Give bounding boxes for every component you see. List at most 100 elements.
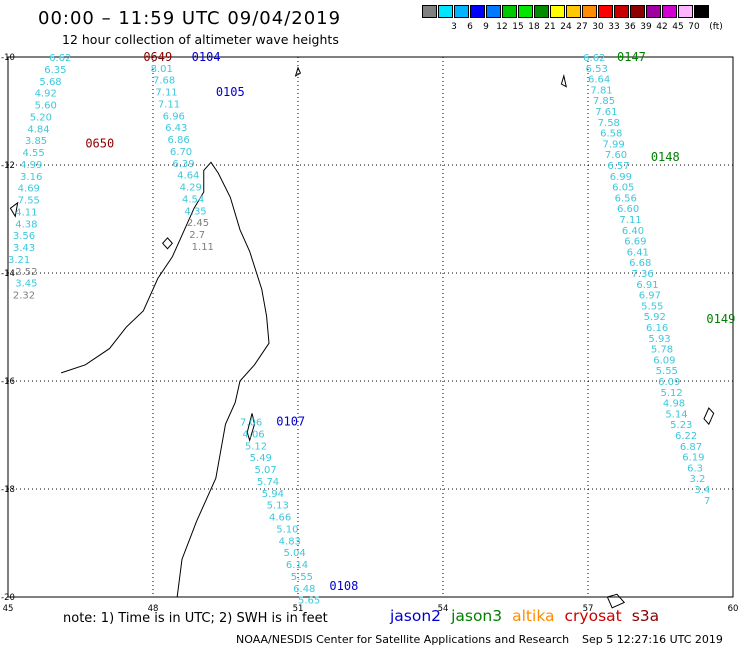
pass-id-label: 0107 bbox=[276, 415, 305, 429]
wave-height-value: 5.55 bbox=[291, 572, 313, 583]
scale-label: 18 bbox=[528, 22, 540, 32]
pass-id-label: 0147 bbox=[617, 50, 646, 64]
wave-height-value: 4.92 bbox=[35, 89, 57, 100]
wave-height-value: 4.38 bbox=[15, 219, 37, 230]
wave-height-value: 6.14 bbox=[286, 560, 308, 571]
wave-height-value: 6.48 bbox=[293, 584, 315, 595]
wave-height-value: 4.66 bbox=[269, 513, 291, 524]
wave-height-value: 6.97 bbox=[639, 291, 661, 302]
scale-swatch bbox=[534, 5, 549, 18]
wave-height-value: 6.56 bbox=[615, 193, 637, 204]
wave-height-value: 5.14 bbox=[665, 409, 687, 420]
scale-swatch bbox=[550, 5, 565, 18]
lat-tick-label: -16 bbox=[1, 377, 15, 387]
wave-height-value: 5.93 bbox=[648, 334, 670, 345]
wave-height-value: 6.57 bbox=[607, 161, 629, 172]
wave-height-value: 3.45 bbox=[15, 279, 37, 290]
satellite-legend: jason2 jason3 altika cryosat s3a bbox=[390, 607, 669, 625]
lat-tick-label: -10 bbox=[1, 53, 15, 63]
scale-swatch bbox=[566, 5, 581, 18]
wave-height-value: 6.05 bbox=[612, 183, 634, 194]
wave-height-value: 4.35 bbox=[184, 206, 206, 217]
wave-height-value: 5.92 bbox=[644, 312, 666, 323]
wave-height-value: 6.43 bbox=[165, 123, 187, 134]
pass-id-label: 0105 bbox=[216, 85, 245, 99]
pass-id-label: 0650 bbox=[85, 136, 114, 150]
page-title: 00:00 – 11:59 UTC 09/04/2019 bbox=[38, 8, 342, 29]
wave-height-value: 7.06 bbox=[240, 418, 262, 429]
lon-tick-label: 45 bbox=[3, 604, 14, 614]
scale-label: 3 bbox=[451, 22, 457, 32]
wave-height-value: 3.43 bbox=[13, 243, 35, 254]
wave-height-value: 6.99 bbox=[610, 172, 632, 183]
wave-height-value: 1.11 bbox=[192, 242, 214, 253]
wave-height-value: 7.61 bbox=[595, 107, 617, 118]
lat-tick-label: -18 bbox=[1, 485, 15, 495]
wave-height-value: 6.58 bbox=[600, 129, 622, 140]
wave-height-value: 5.65 bbox=[298, 596, 320, 607]
wave-height-value: 6.70 bbox=[170, 147, 192, 158]
scale-label: 39 bbox=[640, 22, 652, 32]
wave-height-value: 5.12 bbox=[661, 388, 683, 399]
scale-label: 15 bbox=[512, 22, 524, 32]
wave-height-value: 6.62 bbox=[583, 53, 605, 64]
island-outline bbox=[9, 201, 19, 218]
scale-swatch bbox=[438, 5, 453, 18]
wave-height-value: 5.23 bbox=[670, 420, 692, 431]
wave-height-value: 6.16 bbox=[646, 323, 668, 334]
footer-timestamp: Sep 5 12:27:16 UTC 2019 bbox=[582, 633, 723, 646]
wave-height-value: 3.16 bbox=[20, 172, 42, 183]
wave-height-value: 7.11 bbox=[155, 88, 177, 99]
scale-swatch bbox=[694, 5, 709, 18]
wave-height-value: 4.69 bbox=[18, 184, 40, 195]
scale-swatch bbox=[598, 5, 613, 18]
wave-height-value: 2.32 bbox=[13, 291, 35, 302]
wave-height-value: 6.09 bbox=[658, 377, 680, 388]
scale-swatch bbox=[582, 5, 597, 18]
wave-height-value: 6.64 bbox=[588, 75, 610, 86]
legend-cryosat: cryosat bbox=[564, 607, 622, 625]
wave-height-value: 7.99 bbox=[603, 139, 625, 150]
scale-label: 9 bbox=[483, 22, 489, 32]
wave-height-value: 5.07 bbox=[255, 465, 277, 476]
wave-height-value: 5.13 bbox=[267, 501, 289, 512]
lat-tick-label: -14 bbox=[1, 269, 15, 279]
wave-height-value: 6.19 bbox=[682, 453, 704, 464]
wave-height-value: 6.69 bbox=[624, 237, 646, 248]
pass-id-label: 0148 bbox=[651, 150, 680, 164]
wave-height-value: 4.84 bbox=[27, 124, 49, 135]
wave-height-value: 7.11 bbox=[619, 215, 641, 226]
pass-id-label: 0104 bbox=[192, 50, 221, 64]
wave-height-value: 2.45 bbox=[187, 218, 209, 229]
scale-label: 30 bbox=[592, 22, 604, 32]
wave-height-value: 4.06 bbox=[242, 429, 264, 440]
wave-height-value: 5.20 bbox=[30, 112, 52, 123]
map-border bbox=[7, 56, 734, 598]
wave-height-value: 3.4 bbox=[694, 485, 710, 496]
legend-altika: altika bbox=[512, 607, 555, 625]
scale-swatch bbox=[646, 5, 661, 18]
lat-tick-label: -12 bbox=[1, 161, 15, 171]
wave-height-value: 6.87 bbox=[680, 442, 702, 453]
wave-height-value: 6.60 bbox=[617, 204, 639, 215]
wave-height-value: 5.04 bbox=[284, 548, 306, 559]
wave-height-value: 6.39 bbox=[172, 159, 194, 170]
scale-swatch bbox=[486, 5, 501, 18]
scale-swatch bbox=[630, 5, 645, 18]
scale-label: 45 bbox=[672, 22, 684, 32]
wave-height-value: 6.40 bbox=[622, 226, 644, 237]
wave-height-value: 6.91 bbox=[636, 280, 658, 291]
legend-jason3: jason3 bbox=[451, 607, 503, 625]
wave-height-value: 3.56 bbox=[13, 231, 35, 242]
wave-height-value: 3.85 bbox=[25, 136, 47, 147]
wave-height-value: 6.35 bbox=[44, 65, 66, 76]
pass-id-label: 0108 bbox=[329, 579, 358, 593]
wave-height-value: 5.10 bbox=[276, 524, 298, 535]
lat-tick-label: -20 bbox=[1, 593, 15, 603]
wave-height-value: 5.55 bbox=[656, 366, 678, 377]
wave-height-value: 3.2 bbox=[690, 474, 706, 485]
wave-height-value: 7.68 bbox=[153, 76, 175, 87]
wave-height-value: 5.94 bbox=[262, 489, 284, 500]
wave-height-value: 2.52 bbox=[15, 267, 37, 278]
scale-swatch bbox=[662, 5, 677, 18]
